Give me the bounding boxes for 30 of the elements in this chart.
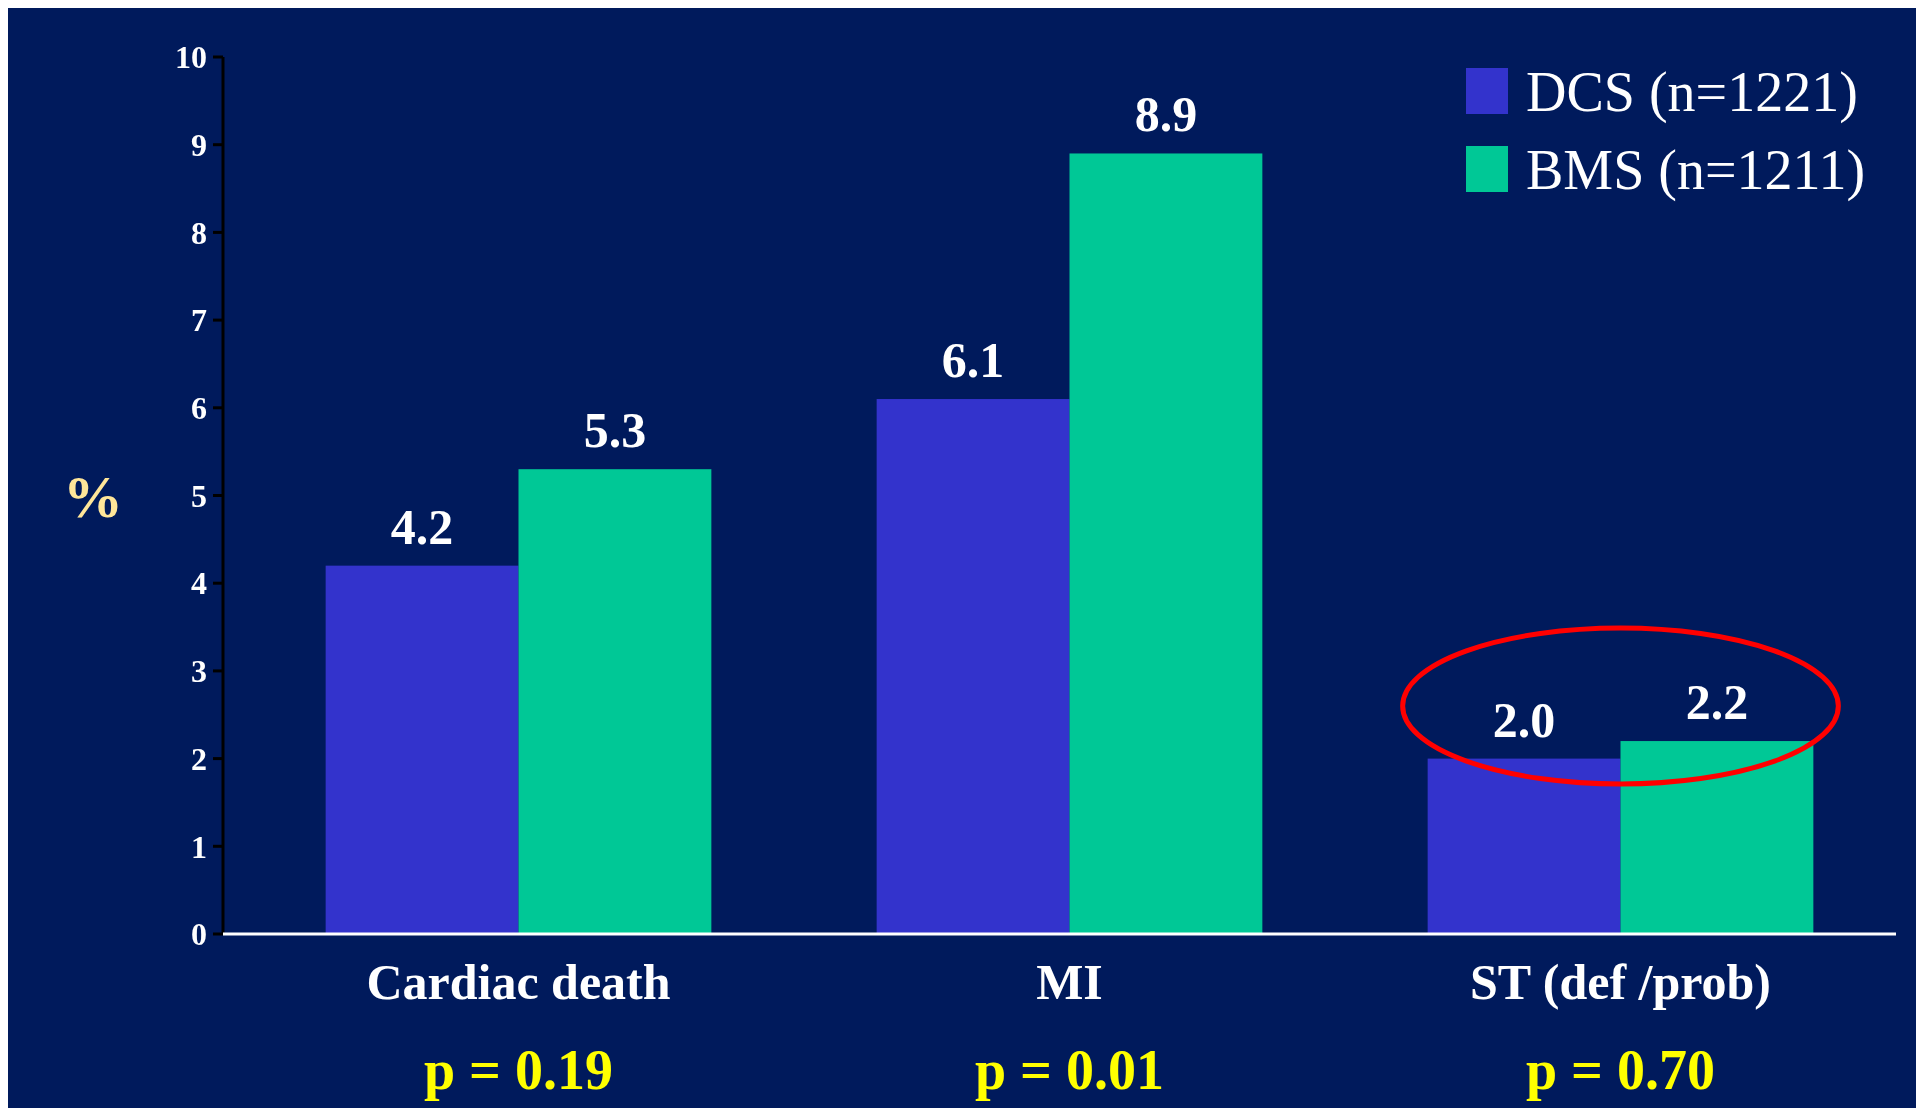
- y-tick-label: 1: [191, 828, 207, 865]
- data-label: 6.1: [941, 332, 1005, 389]
- y-tick-label: 2: [191, 740, 207, 777]
- y-tick-label: 3: [191, 653, 207, 690]
- bar: [876, 399, 1070, 934]
- x-tick-label: Cardiac death: [366, 954, 671, 1010]
- bar: [325, 565, 519, 934]
- bar: [518, 469, 712, 934]
- x-tick-label: ST (def /prob): [1469, 954, 1772, 1010]
- text: p = 0.70: [1525, 1039, 1716, 1101]
- y-tick-label: 7: [191, 302, 207, 339]
- y-tick-label: 9: [191, 126, 207, 163]
- text: p = 0.01: [974, 1039, 1165, 1101]
- legend-label: BMS (n=1211): [1526, 138, 1866, 202]
- y-tick-label: 10: [175, 39, 207, 76]
- y-axis-title: %: [63, 463, 123, 530]
- y-tick-label: 0: [191, 916, 207, 953]
- y-tick-label: 4: [191, 565, 207, 602]
- text: p = 0.19: [423, 1039, 614, 1101]
- y-tick-label: 6: [191, 390, 207, 426]
- data-label: 2.2: [1685, 674, 1749, 731]
- data-label: 8.9: [1134, 86, 1198, 143]
- y-tick-label: 5: [191, 477, 207, 514]
- data-label: 4.2: [390, 498, 454, 555]
- y-tick-label: 8: [191, 214, 207, 251]
- bar: [1069, 153, 1263, 934]
- x-tick-label: MI: [1036, 954, 1103, 1010]
- data-label: 5.3: [583, 402, 647, 459]
- legend-label: DCS (n=1221): [1526, 60, 1858, 124]
- data-label: 2.0: [1492, 691, 1556, 748]
